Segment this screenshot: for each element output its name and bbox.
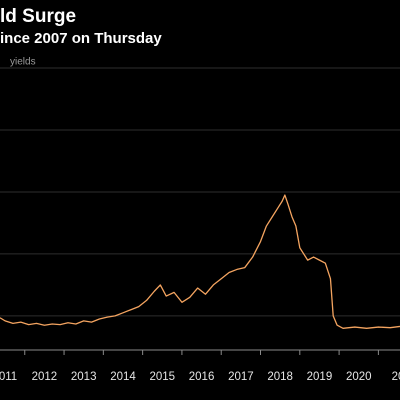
chart-note: yields (10, 57, 36, 68)
x-tick-label: 2015 (149, 371, 175, 383)
x-tick-label: 2019 (307, 371, 333, 383)
x-tick-label: 2013 (71, 371, 97, 383)
x-tick-label: 011 (0, 371, 17, 383)
chart-subtitle: ince 2007 on Thursday (0, 30, 162, 47)
chart-title: ld Surge (0, 6, 76, 27)
x-tick-label: 2018 (267, 371, 293, 383)
x-tick-label: 20 (392, 371, 400, 383)
x-tick-label: 2016 (189, 371, 215, 383)
x-tick-label: 2014 (110, 371, 136, 383)
x-tick-label: 2017 (228, 371, 254, 383)
x-tick-label: 2012 (32, 371, 58, 383)
data-line (0, 194, 400, 329)
x-tick-label: 2020 (346, 371, 372, 383)
